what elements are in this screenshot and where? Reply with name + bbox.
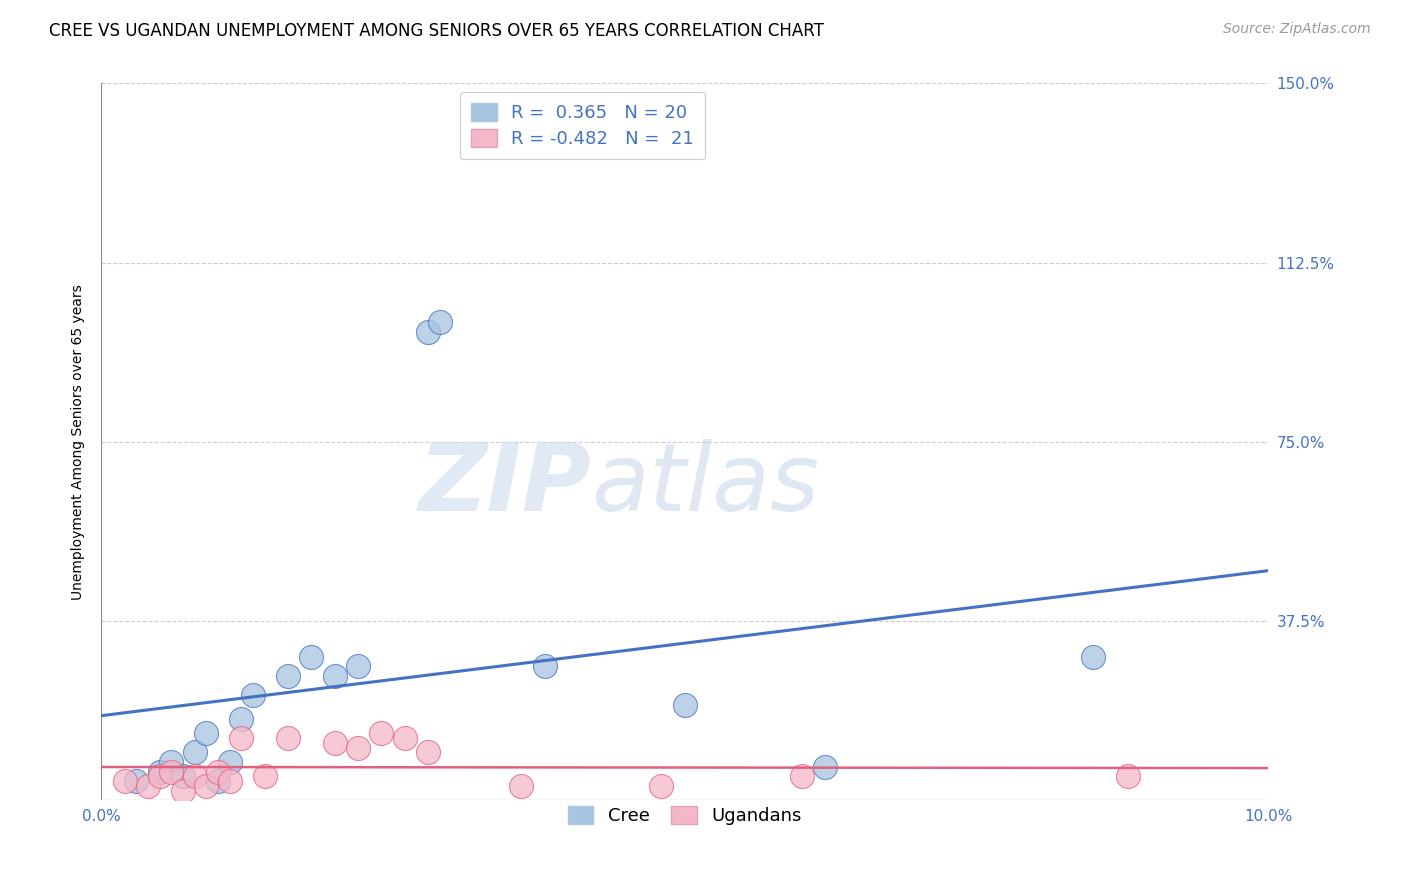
Text: ZIP: ZIP bbox=[419, 439, 592, 531]
Point bbox=[160, 764, 183, 779]
Point bbox=[323, 736, 346, 750]
Point bbox=[416, 325, 439, 339]
Point bbox=[207, 764, 229, 779]
Point bbox=[533, 659, 555, 673]
Point bbox=[195, 779, 218, 793]
Point bbox=[218, 774, 240, 789]
Point bbox=[195, 726, 218, 740]
Y-axis label: Unemployment Among Seniors over 65 years: Unemployment Among Seniors over 65 years bbox=[72, 284, 86, 599]
Point bbox=[347, 659, 370, 673]
Point bbox=[125, 774, 148, 789]
Point bbox=[148, 764, 170, 779]
Point bbox=[114, 774, 136, 789]
Point bbox=[510, 779, 533, 793]
Point bbox=[323, 669, 346, 683]
Point bbox=[136, 779, 159, 793]
Point bbox=[429, 315, 451, 329]
Point bbox=[394, 731, 416, 745]
Point bbox=[650, 779, 672, 793]
Point bbox=[790, 769, 813, 783]
Point bbox=[183, 769, 205, 783]
Text: CREE VS UGANDAN UNEMPLOYMENT AMONG SENIORS OVER 65 YEARS CORRELATION CHART: CREE VS UGANDAN UNEMPLOYMENT AMONG SENIO… bbox=[49, 22, 824, 40]
Text: Source: ZipAtlas.com: Source: ZipAtlas.com bbox=[1223, 22, 1371, 37]
Point bbox=[347, 740, 370, 755]
Point bbox=[172, 769, 194, 783]
Point bbox=[253, 769, 276, 783]
Point bbox=[160, 755, 183, 769]
Point bbox=[673, 698, 696, 712]
Point bbox=[814, 760, 837, 774]
Point bbox=[172, 783, 194, 797]
Point bbox=[148, 769, 170, 783]
Point bbox=[231, 731, 253, 745]
Point bbox=[1118, 769, 1140, 783]
Point bbox=[277, 731, 299, 745]
Point bbox=[231, 712, 253, 726]
Point bbox=[1083, 649, 1105, 664]
Legend: Cree, Ugandans: Cree, Ugandans bbox=[560, 797, 810, 834]
Point bbox=[218, 755, 240, 769]
Point bbox=[299, 649, 322, 664]
Point bbox=[416, 746, 439, 760]
Point bbox=[242, 688, 264, 702]
Point bbox=[207, 774, 229, 789]
Text: atlas: atlas bbox=[592, 440, 820, 531]
Point bbox=[183, 746, 205, 760]
Point bbox=[277, 669, 299, 683]
Point bbox=[370, 726, 392, 740]
